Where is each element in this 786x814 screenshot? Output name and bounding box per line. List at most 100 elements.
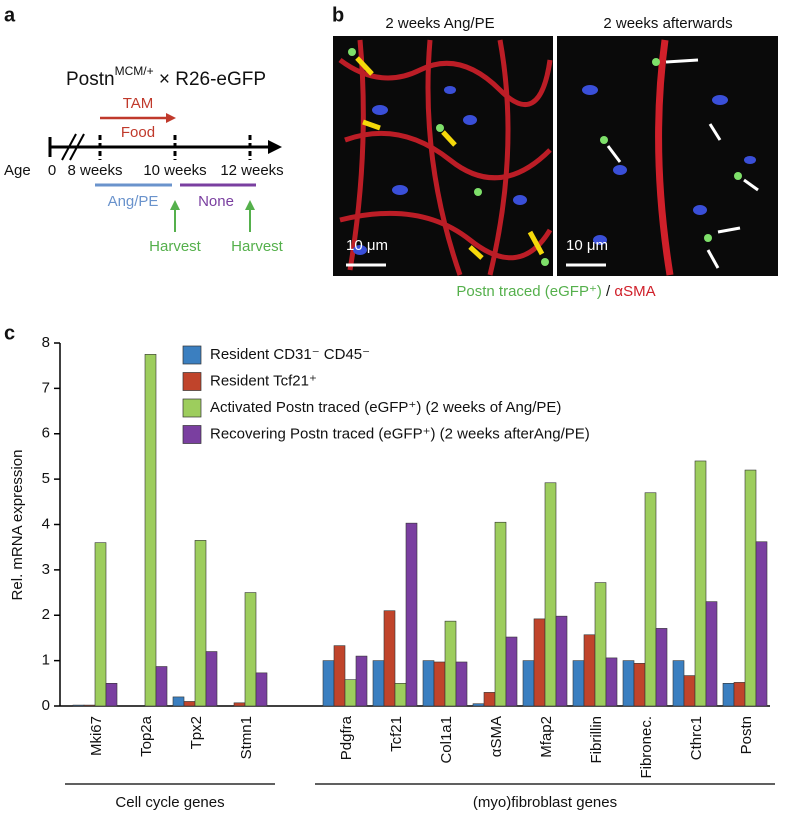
bar xyxy=(683,675,696,707)
bar xyxy=(94,542,107,707)
bar xyxy=(622,660,635,707)
bar xyxy=(194,540,207,707)
bar xyxy=(722,683,735,707)
x-tick-label: Postn xyxy=(738,716,755,754)
y-tick-label: 5 xyxy=(42,470,50,487)
bar xyxy=(355,655,368,707)
bar xyxy=(105,683,118,707)
strain-rest: × R26-eGFP xyxy=(154,69,266,90)
age: 0 xyxy=(48,162,56,179)
phase-label: Ang/PE xyxy=(108,193,159,210)
strain-base: Postn xyxy=(66,69,115,90)
x-tick-label: Fibrillin xyxy=(588,716,605,764)
legend-label: Resident CD31⁻ CD45⁻ xyxy=(210,346,370,363)
bar xyxy=(72,704,85,707)
y-tick-label: 8 xyxy=(42,334,50,351)
bar xyxy=(405,522,418,707)
age: 8 weeks xyxy=(67,162,122,179)
group-label: (myo)fibroblast genes xyxy=(473,794,617,811)
bar xyxy=(694,460,707,707)
bar xyxy=(644,492,657,707)
micrograph xyxy=(333,36,778,276)
bar xyxy=(744,469,757,707)
panel-letter: b xyxy=(332,4,344,26)
image-title: 2 weeks afterwards xyxy=(603,15,732,32)
bar xyxy=(244,592,257,707)
panel-letter: c xyxy=(4,322,15,344)
legend-label: Recovering Postn traced (eGFP⁺) (2 weeks… xyxy=(210,425,590,442)
y-tick-label: 3 xyxy=(42,561,50,578)
phase-label: None xyxy=(198,193,234,210)
bar xyxy=(583,634,596,707)
legend-swatch xyxy=(182,425,202,444)
x-tick-label: Pdgfra xyxy=(338,715,355,760)
timeline xyxy=(48,133,282,161)
bar xyxy=(533,618,546,707)
bar xyxy=(383,610,396,707)
bar xyxy=(755,541,768,707)
y-tick-label: 6 xyxy=(42,425,50,442)
x-tick-label: Cthrc1 xyxy=(688,716,705,760)
bar xyxy=(372,660,385,707)
caption-red: αSMA xyxy=(614,283,655,300)
bar xyxy=(255,672,268,707)
y-tick-label: 0 xyxy=(42,697,50,714)
x-tick-label: Mfap2 xyxy=(538,716,555,758)
bar xyxy=(605,657,618,707)
x-tick-label: Tpx2 xyxy=(188,716,205,749)
legend-swatch xyxy=(182,398,202,418)
group-label: Cell cycle genes xyxy=(115,794,224,811)
bar xyxy=(205,651,218,707)
bar xyxy=(394,683,407,707)
age-label: Age xyxy=(4,162,31,179)
scale-label: 10 μm xyxy=(566,237,608,254)
bar xyxy=(544,482,557,707)
x-tick-label: Tcf21 xyxy=(388,716,405,752)
panel-letter: a xyxy=(4,4,16,26)
bar xyxy=(233,702,246,707)
bar xyxy=(522,660,535,707)
legend-swatch xyxy=(182,372,202,391)
x-tick-label: Col1a1 xyxy=(438,716,455,764)
food-label: Food xyxy=(121,124,155,141)
y-tick-label: 7 xyxy=(42,379,50,396)
bar xyxy=(455,661,468,707)
bar xyxy=(422,660,435,707)
bar xyxy=(672,660,685,707)
bar xyxy=(433,661,446,707)
bar xyxy=(555,615,568,707)
bar xyxy=(483,692,496,707)
bar xyxy=(633,663,646,707)
bar xyxy=(333,645,346,707)
bar xyxy=(505,636,518,707)
caption-green: Postn traced (eGFP⁺) xyxy=(456,283,601,300)
bar xyxy=(183,701,196,707)
scale-label: 10 μm xyxy=(346,237,388,254)
legend-label: Resident Tcf21⁺ xyxy=(210,372,317,389)
bar xyxy=(83,704,96,707)
harvest-label: Harvest xyxy=(149,238,202,255)
caption-sep: / xyxy=(602,283,615,300)
x-tick-label: Fibronec. xyxy=(638,716,655,779)
bar xyxy=(172,696,185,707)
bar xyxy=(344,679,357,707)
x-tick-label: Stmn1 xyxy=(238,716,255,759)
y-tick-label: 4 xyxy=(42,515,50,532)
legend-label: Activated Postn traced (eGFP⁺) (2 weeks … xyxy=(210,399,561,416)
image-caption: Postn traced (eGFP⁺) / αSMA xyxy=(456,283,655,300)
age: 10 weeks xyxy=(143,162,206,179)
bar xyxy=(494,521,507,707)
harvest-arrows xyxy=(170,200,255,232)
tam-arrowhead xyxy=(166,113,176,123)
y-tick-label: 2 xyxy=(42,606,50,623)
bar xyxy=(322,660,335,707)
y-axis-label: Rel. mRNA expression xyxy=(9,450,26,601)
y-tick-label: 1 xyxy=(42,652,50,669)
strain-label: PostnMCM/+ × R26-eGFP xyxy=(66,64,266,90)
image-title: 2 weeks Ang/PE xyxy=(385,15,494,32)
bar xyxy=(705,601,718,707)
x-tick-label: Mki67 xyxy=(88,716,105,756)
bar xyxy=(144,354,157,707)
bar xyxy=(444,620,457,707)
